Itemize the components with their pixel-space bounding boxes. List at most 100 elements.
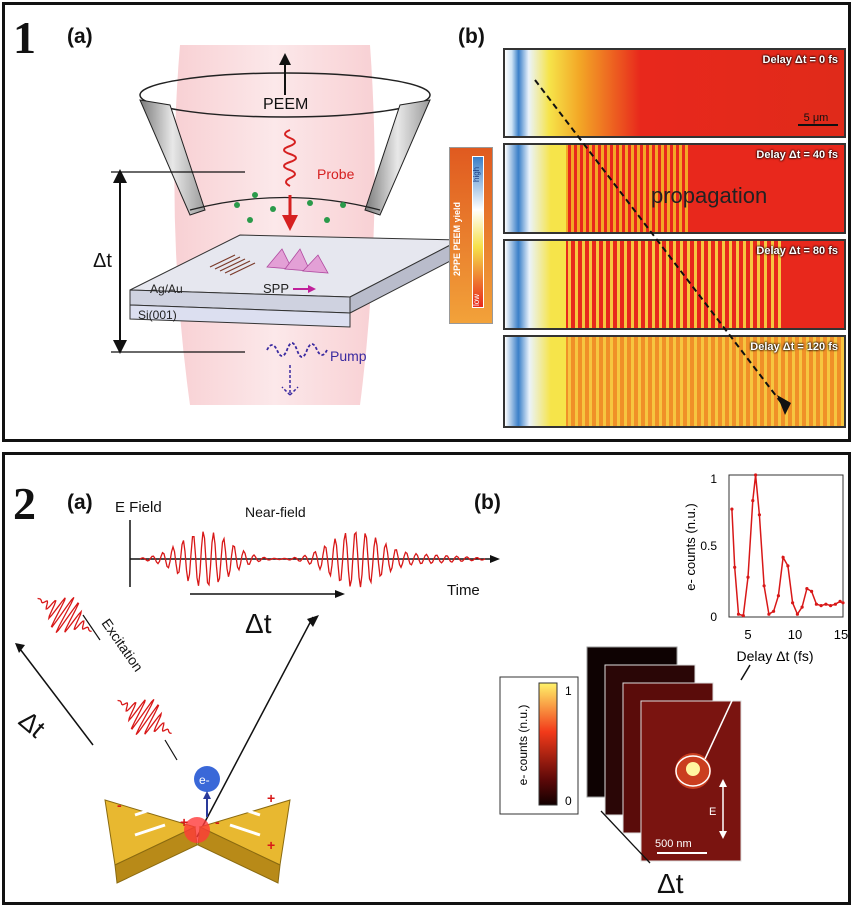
panel-2b-label: (b) bbox=[474, 491, 501, 514]
panel-2a-label: (a) bbox=[67, 491, 93, 514]
plot-xlabel: Delay Δt (fs) bbox=[736, 648, 813, 664]
plot-point bbox=[746, 575, 750, 579]
hotspot bbox=[184, 817, 210, 843]
plot-ytick-05: 0.5 bbox=[700, 539, 717, 553]
frame-40fs-label: Delay Δt = 40 fs bbox=[756, 149, 838, 161]
colorbar-high: high bbox=[472, 166, 481, 182]
probe-label: Probe bbox=[317, 166, 355, 182]
plot-xtick-15: 15 bbox=[834, 627, 848, 642]
scalebar-label: 5 μm bbox=[803, 112, 829, 124]
excitation-pulse-2 bbox=[117, 698, 172, 736]
propagation-label: propagation bbox=[651, 183, 768, 208]
time-label: Time bbox=[447, 582, 480, 599]
counts-colorbar bbox=[538, 682, 558, 806]
colorbar-low: low bbox=[472, 293, 481, 306]
plot-point bbox=[754, 473, 758, 477]
pump-pulse bbox=[266, 342, 328, 358]
delay-plot: 0 0.5 1 5 10 15 Delay Δt (fs) e- counts … bbox=[499, 472, 848, 899]
plot-point bbox=[786, 564, 790, 568]
plot-point bbox=[819, 604, 823, 608]
frame-80fs: Delay Δt = 80 fs bbox=[503, 239, 846, 330]
scalebar-line bbox=[798, 124, 838, 126]
plot-point bbox=[791, 601, 795, 605]
plot-ytick-0: 0 bbox=[710, 610, 717, 624]
svg-text:-: - bbox=[215, 814, 220, 830]
electrons bbox=[234, 192, 346, 223]
plot-xtick-10: 10 bbox=[788, 627, 802, 642]
stack-delta-label: Δt bbox=[657, 868, 684, 899]
pump-label: Pump bbox=[330, 348, 367, 364]
bowtie-schematic: E Field Near-field Time Δt Excitation Δt bbox=[13, 499, 500, 884]
plot-point bbox=[838, 599, 842, 603]
plot-point bbox=[833, 602, 838, 606]
plot-point bbox=[751, 499, 755, 503]
frame-0fs: Delay Δt = 0 fs 5 μm bbox=[503, 48, 846, 138]
peem-schematic: PEEM Probe Ag/Au Si(001) SPP bbox=[93, 45, 461, 405]
panel-1-number: 1 bbox=[13, 12, 36, 63]
map-scalebar-label: 500 nm bbox=[655, 838, 692, 850]
probe-pulse bbox=[283, 129, 297, 187]
plot-point bbox=[795, 612, 800, 616]
nearfield-wave bbox=[139, 531, 486, 588]
plot-point bbox=[810, 589, 814, 593]
counts-colorbar-min: 0 bbox=[565, 794, 572, 808]
plot-point bbox=[781, 555, 785, 559]
plot-xtick-5: 5 bbox=[744, 627, 751, 642]
substrate-label: Si(001) bbox=[138, 308, 177, 322]
excitation-delta-arrow bbox=[16, 644, 94, 746]
plot-point bbox=[841, 601, 845, 605]
plot-point bbox=[741, 614, 745, 618]
nearfield-delta-label: Δt bbox=[245, 608, 272, 639]
panel-1: 1 (a) (b) PEEM Probe bbox=[2, 2, 851, 442]
plot-frame bbox=[728, 474, 844, 618]
panel-1b-label: (b) bbox=[458, 25, 485, 48]
plot-point bbox=[776, 594, 781, 598]
plot-point bbox=[829, 604, 833, 608]
e-label: E bbox=[709, 806, 716, 818]
stack-arrow bbox=[600, 810, 651, 864]
nearfield-label: Near-field bbox=[245, 504, 306, 520]
svg-text:+: + bbox=[180, 814, 188, 830]
excitation-pulse-1 bbox=[37, 596, 92, 634]
plot-point bbox=[767, 612, 771, 616]
peem-colorbar: 2PPE PEEM yield high low bbox=[449, 147, 493, 324]
frame-40fs: Delay Δt = 40 fs propagation bbox=[503, 143, 846, 234]
metal-label: Ag/Au bbox=[150, 282, 183, 296]
lens-left bbox=[139, 99, 206, 216]
plot-point bbox=[772, 609, 776, 613]
plot-point bbox=[757, 513, 762, 517]
plot-point bbox=[814, 602, 819, 606]
colorbar-title: 2PPE PEEM yield bbox=[452, 201, 462, 276]
grating bbox=[209, 254, 256, 276]
colorbar-gradient bbox=[472, 156, 484, 308]
plot-point bbox=[800, 605, 804, 609]
svg-text:+: + bbox=[267, 790, 275, 806]
spp-waves bbox=[266, 248, 329, 274]
svg-text:-: - bbox=[117, 797, 122, 813]
frame-120fs-label: Delay Δt = 120 fs bbox=[750, 341, 838, 353]
emission-line bbox=[196, 616, 314, 838]
panel-2: 2 (a) (b) E Field Near-field Time Δt Exc… bbox=[2, 452, 851, 905]
svg-text:+: + bbox=[267, 837, 275, 853]
delta-t-label: Δt bbox=[93, 250, 112, 272]
plot-point bbox=[733, 565, 737, 569]
electron-label: e- bbox=[199, 773, 210, 787]
plot-point bbox=[805, 587, 809, 591]
spp-label: SPP bbox=[263, 281, 289, 296]
plot-point bbox=[762, 584, 766, 588]
electron-icon bbox=[194, 766, 220, 792]
plot-ytick-1: 1 bbox=[710, 472, 717, 486]
counts-colorbar-max: 1 bbox=[565, 684, 572, 698]
counts-colorbar-title: e- counts (n.u.) bbox=[516, 705, 530, 786]
panel-1a-label: (a) bbox=[67, 25, 93, 48]
plot-point bbox=[730, 507, 734, 511]
efield-label: E Field bbox=[115, 499, 162, 516]
plot-point bbox=[824, 602, 828, 606]
peem-label: PEEM bbox=[263, 96, 308, 113]
plot-ylabel: e- counts (n.u.) bbox=[683, 503, 698, 590]
panel-2-number: 2 bbox=[13, 478, 36, 529]
plot-point bbox=[736, 612, 741, 616]
lens-right bbox=[364, 99, 431, 216]
frame-80fs-label: Delay Δt = 80 fs bbox=[756, 245, 838, 257]
frame-0fs-label: Delay Δt = 0 fs bbox=[762, 54, 838, 66]
